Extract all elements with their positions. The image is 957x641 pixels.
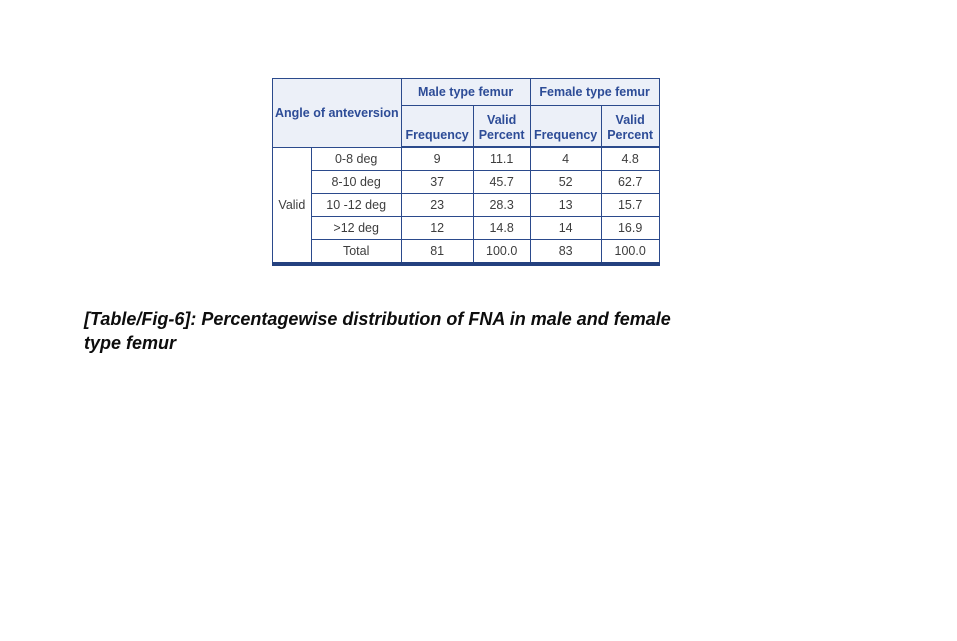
value-cell-female-frequency: 83 [529, 239, 602, 265]
value-cell-male-valid-percent: 11.1 [472, 146, 531, 171]
column-header-male-valid-percent: Valid Percent [472, 105, 531, 148]
row-group-label-valid: Valid [272, 146, 312, 265]
table-header-sub-row: Frequency Valid Percent Frequency Valid Pe… [273, 105, 660, 148]
value-cell-female-valid-percent: 4.8 [600, 146, 660, 171]
value-cell-male-frequency: 12 [400, 216, 474, 240]
value-cell-female-frequency: 4 [529, 146, 602, 171]
value-cell-male-valid-percent: 45.7 [472, 170, 531, 194]
value-cell-male-frequency: 9 [400, 146, 474, 171]
value-cell-male-frequency: 81 [400, 239, 474, 265]
figure-caption-line2: type femur [84, 332, 177, 353]
value-cell-female-valid-percent: 100.0 [600, 239, 660, 265]
column-header-female-frequency: Frequency [529, 105, 602, 148]
value-cell-female-frequency: 13 [529, 193, 602, 217]
column-header-female-valid-percent: Valid Percent [600, 105, 660, 148]
fna-distribution-table: Angle of anteversion Male type femur Fem… [272, 78, 660, 266]
value-cell-male-frequency: 23 [400, 193, 474, 217]
value-cell-female-valid-percent: 16.9 [600, 216, 660, 240]
table-row-total: Total 81 100.0 83 100.0 [273, 239, 660, 265]
value-cell-male-valid-percent: 14.8 [472, 216, 531, 240]
category-cell-total: Total [310, 239, 402, 265]
table-row: Valid 0-8 deg 9 11.1 4 4.8 [272, 146, 660, 265]
group-header-male-type-femur: Male type femur [400, 78, 531, 106]
group-header-female-type-femur: Female type femur [529, 78, 660, 106]
value-cell-female-valid-percent: 15.7 [600, 193, 660, 217]
figure-caption: [Table/Fig-6]: Percentagewise distributi… [84, 308, 671, 355]
value-cell-female-frequency: 14 [529, 216, 602, 240]
corner-header-angle-of-anteversion: Angle of anteversion [272, 78, 402, 148]
value-cell-female-valid-percent: 62.7 [600, 170, 660, 194]
category-cell: 0-8 deg [310, 146, 402, 171]
category-cell: >12 deg [310, 216, 402, 240]
figure-caption-line1: [Table/Fig-6]: Percentagewise distributi… [84, 309, 671, 329]
table-header-group-row: Angle of anteversion Male type femur Fem… [272, 78, 660, 148]
value-cell-male-valid-percent: 28.3 [472, 193, 531, 217]
value-cell-male-valid-percent: 100.0 [472, 239, 531, 265]
category-cell: 8-10 deg [310, 170, 402, 194]
category-cell: 10 -12 deg [310, 193, 402, 217]
column-header-male-frequency: Frequency [400, 105, 474, 148]
value-cell-male-frequency: 37 [400, 170, 474, 194]
table-row: 8-10 deg 37 45.7 52 62.7 [273, 170, 660, 194]
table-row: 10 -12 deg 23 28.3 13 15.7 [273, 193, 660, 217]
value-cell-female-frequency: 52 [529, 170, 602, 194]
table-row: >12 deg 12 14.8 14 16.9 [273, 216, 660, 240]
